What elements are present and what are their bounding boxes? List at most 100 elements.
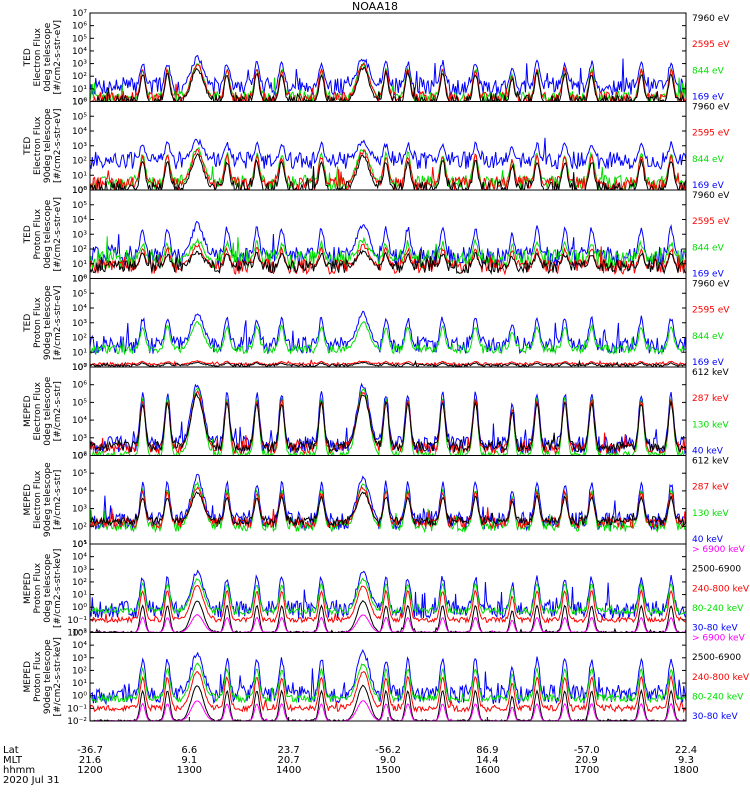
x-row-label-mlt: MLT [3,755,23,766]
x-tick-hhmm: 1400 [276,765,301,776]
y-tick-label: 10² [72,72,87,82]
ylabel-line: Proton Flux [33,297,43,348]
x-tick-hhmm: 1800 [673,765,698,776]
y-tick-label: 10³ [72,60,87,70]
ylabel-line: [#/cm2-s-str-keV] [53,637,63,716]
date-label: 2020 Jul 31 [3,775,60,786]
legend-entry: 240-800 keV [692,673,750,683]
ylabel-line: [#/cm2-s-str] [53,470,63,530]
y-tick-label: 10⁰ [72,603,87,613]
panel-ylabel: MEPEDProton Flux0deg telescope[#/cm2-s-s… [23,549,63,628]
series-line-612-kev [90,392,686,454]
y-tick-label: 10⁻² [67,717,87,727]
legend-entry: 844 eV [692,155,725,165]
legend-entry: 40 keV [692,535,724,545]
y-tick-label: 10⁴ [72,127,87,137]
legend-entry: 169 eV [692,270,725,280]
y-tick-label: 10⁵ [72,540,87,550]
y-tick-label: 10³ [72,654,87,664]
legend-entry: 80-240 keV [692,692,744,702]
panel-ylabel: TEDElectron Flux0deg telescope[#/cm2-s-s… [23,20,63,95]
x-tick-hhmm: 1600 [475,765,500,776]
panel-ylabel: TEDElectron Flux90deg telescope[#/cm2-s-… [23,108,63,183]
y-tick-label: 10¹ [72,348,87,358]
legend-entry: 2595 eV [692,306,730,316]
ylabel-line: [#/cm2-s-str] [53,381,63,441]
ylabel-line: [#/cm2-s-str-keV] [53,549,63,628]
x-tick-hhmm: 1300 [177,765,202,776]
x-tick-mlt: 9.0 [380,755,396,766]
legend-entry: > 6900 keV [692,634,746,644]
series-line-80-240-kev [90,662,686,704]
ylabel-line: Proton Flux [33,208,43,259]
ylabel-line: TED [23,137,33,156]
series-group [90,649,686,721]
legend-entry: 7960 eV [692,280,730,290]
panel-7: 10⁻² 10⁻¹ 10⁰ 10¹ 10² 10³ 10⁴ 10⁵ MEPEDProton Fl… [23,540,750,639]
legend-entry: 7960 eV [692,14,730,24]
legend-entry: 40 keV [692,447,724,457]
series-group [90,382,686,456]
legend-entry: > 6900 keV [692,545,746,555]
ylabel-line: TED [23,314,33,333]
y-tick-label: 10⁵ [72,469,87,479]
panel-8: 10⁻² 10⁻¹ 10⁰ 10¹ 10² 10³ 10⁴ 10⁵ MEPEDProton Fl… [23,629,750,728]
ylabel-line: 0deg telescope [43,553,53,623]
series-line-7960-ev [90,359,686,367]
series-line-130-kev [90,481,686,534]
series-line-7960-ev [90,249,686,275]
panel-ylabel: MEPEDProton Flux90deg telescope[#/cm2-s-… [23,637,63,716]
legend-entry: 169 eV [692,181,725,191]
legend-entry: 287 keV [692,483,729,493]
y-tick-label: 10⁰ [72,692,87,702]
legend-entry: 80-240 keV [692,604,744,614]
y-tick-label: 10² [72,452,87,462]
legend-entry: 844 eV [692,332,725,342]
x-tick-mlt: 14.4 [476,755,498,766]
series-group [90,473,686,534]
panel-4: 10⁰ 10¹ 10² 10³ 10⁴ 10⁵ 10⁶ TEDProton Flux90deg… [23,275,730,374]
ylabel-line: [#/cm2-s-str-eV] [53,20,63,95]
legend-entry: 7960 eV [692,191,730,201]
y-tick-label: 10⁴ [72,487,87,497]
x-tick-hhmm: 1700 [574,765,599,776]
ylabel-line: 90deg telescope [43,639,53,714]
y-tick-label: 10¹ [72,171,87,181]
panel-6: 10¹ 10² 10³ 10⁴ 10⁵ 10⁶ MEPEDElectron Flux90de… [23,452,729,551]
x-tick-mlt: 9.3 [678,755,694,766]
y-tick-label: 10¹ [72,540,87,550]
y-tick-label: 10¹ [72,85,87,95]
panel-2: 10⁰ 10¹ 10² 10³ 10⁴ 10⁵ 10⁶ TEDElectron Flux90d… [23,98,730,197]
series-line-2595-ev [90,62,686,102]
x-tick-mlt: 9.1 [181,755,197,766]
ylabel-line: 90deg telescope [43,108,53,183]
y-tick-label: 10⁵ [72,201,87,211]
y-tick-label: 10² [72,578,87,588]
legend-entry: 844 eV [692,243,725,253]
y-tick-label: 10² [72,157,87,167]
y-tick-label: 10⁶ [72,186,87,196]
series-line-240-800-kev [90,584,686,624]
series-line-2595-ev [90,243,686,276]
legend-entry: 130 keV [692,420,729,430]
legend-entry: 287 keV [692,394,729,404]
y-tick-label: 10⁶ [72,275,87,285]
legend-entry: 240-800 keV [692,584,750,594]
x-row-label-lat: Lat [3,745,19,756]
series-line-80-240-kev [90,577,686,616]
y-tick-label: 10⁵ [72,112,87,122]
x-tick-hhmm: 1500 [375,765,400,776]
y-tick-label: 10² [72,522,87,532]
y-tick-label: 10⁴ [72,47,87,57]
y-tick-label: 10⁶ [72,452,87,462]
y-tick-label: 10⁰ [72,186,87,196]
y-tick-label: 10⁵ [72,34,87,44]
y-tick-label: 10⁴ [72,304,87,314]
y-tick-label: 10⁵ [72,629,87,639]
ylabel-line: [#/cm2-s-str-eV] [53,285,63,360]
x-tick-lat: -36.7 [77,745,103,756]
y-tick-label: 10⁶ [72,98,87,108]
